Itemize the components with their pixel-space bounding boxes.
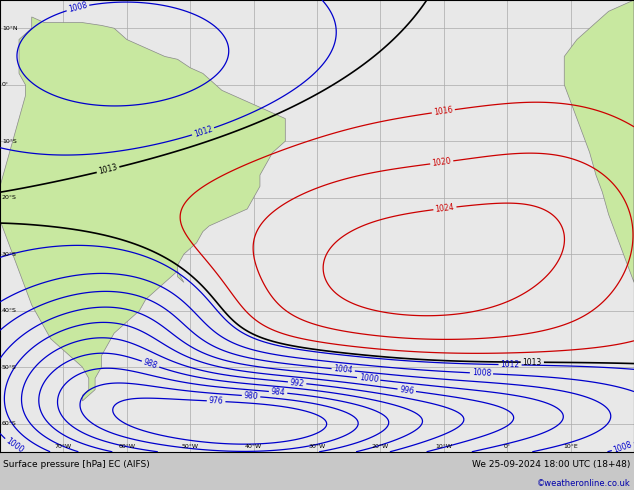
Text: 1008: 1008 (67, 1, 88, 14)
Text: 1004: 1004 (333, 365, 353, 375)
Text: 50°W: 50°W (182, 444, 198, 449)
Text: 1013: 1013 (522, 358, 542, 367)
Text: ©weatheronline.co.uk: ©weatheronline.co.uk (537, 479, 631, 488)
Text: 1008: 1008 (612, 440, 633, 454)
Text: 0°: 0° (2, 82, 9, 87)
Text: Surface pressure [hPa] EC (AIFS): Surface pressure [hPa] EC (AIFS) (3, 460, 150, 469)
Text: 980: 980 (243, 391, 259, 401)
Text: 1016: 1016 (433, 105, 453, 117)
Text: 40°W: 40°W (245, 444, 262, 449)
Text: 30°S: 30°S (2, 252, 16, 257)
Text: 60°W: 60°W (119, 444, 135, 449)
Text: 30°W: 30°W (308, 444, 326, 449)
Text: 20°W: 20°W (372, 444, 389, 449)
Text: 10°N: 10°N (2, 26, 18, 31)
Polygon shape (0, 17, 285, 401)
Text: 70°W: 70°W (55, 444, 72, 449)
Text: 1024: 1024 (435, 203, 455, 214)
Text: 984: 984 (271, 387, 286, 397)
Text: 996: 996 (399, 385, 415, 396)
Text: 992: 992 (290, 378, 305, 388)
Text: 10°W: 10°W (436, 444, 452, 449)
Text: 20°S: 20°S (2, 195, 16, 200)
Text: 60°S: 60°S (2, 421, 16, 426)
Text: 1020: 1020 (432, 157, 452, 168)
Text: 0°: 0° (503, 444, 511, 449)
Text: 1000: 1000 (358, 373, 378, 385)
Text: 10°S: 10°S (2, 139, 16, 144)
Text: 1013: 1013 (98, 163, 119, 176)
Text: We 25-09-2024 18:00 UTC (18+48): We 25-09-2024 18:00 UTC (18+48) (472, 460, 631, 469)
Text: 10°E: 10°E (563, 444, 578, 449)
Text: 40°S: 40°S (2, 308, 16, 313)
Text: 1000: 1000 (4, 437, 25, 455)
Text: 988: 988 (142, 358, 158, 371)
Text: 1012: 1012 (193, 124, 214, 139)
Text: 1012: 1012 (500, 360, 520, 369)
Polygon shape (564, 0, 634, 282)
Text: 976: 976 (209, 396, 224, 406)
Text: 1008: 1008 (472, 368, 491, 378)
Text: 50°S: 50°S (2, 365, 16, 369)
